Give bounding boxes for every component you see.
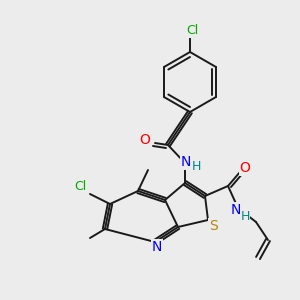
Text: H: H bbox=[240, 211, 250, 224]
Text: O: O bbox=[140, 133, 150, 147]
Text: O: O bbox=[240, 161, 250, 175]
Text: S: S bbox=[208, 219, 217, 233]
Text: N: N bbox=[181, 155, 191, 169]
Text: N: N bbox=[152, 240, 162, 254]
Text: Cl: Cl bbox=[186, 25, 198, 38]
Text: H: H bbox=[191, 160, 201, 173]
Text: N: N bbox=[231, 203, 241, 217]
Text: Cl: Cl bbox=[74, 181, 86, 194]
